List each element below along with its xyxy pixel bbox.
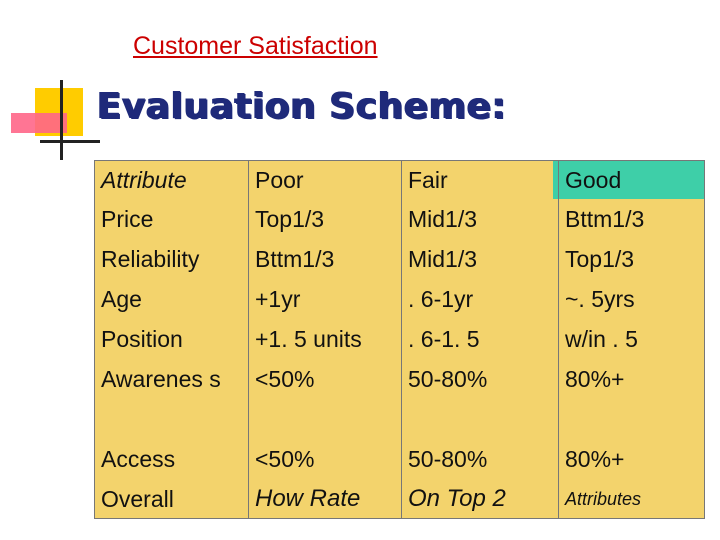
table-row: Age +1yr . 6-1yr ~. 5yrs	[95, 279, 717, 319]
cell-poor: <50%	[248, 359, 402, 439]
row-label: Reliability	[101, 246, 200, 272]
cell-fair: . 6-1yr	[401, 279, 559, 319]
table-row: Price Top1/3 Mid1/3 Bttm1/3	[95, 199, 717, 239]
cell-fair: On Top 2	[401, 479, 559, 519]
row-label: Age	[101, 286, 142, 312]
table-row: Access <50% 50-80% 80%+	[95, 439, 717, 479]
decorative-horizontal-line	[40, 140, 100, 143]
cell-poor: How Rate	[248, 479, 402, 519]
table-row: Awarenes s <50% 50-80% 80%+	[95, 359, 717, 439]
cell-good: 80%+	[558, 359, 717, 439]
cell-good: w/in . 5	[558, 319, 717, 359]
cell-poor: <50%	[248, 439, 402, 479]
table-row: Position +1. 5 units . 6-1. 5 w/in . 5	[95, 319, 717, 359]
row-label: Awarenes s	[101, 366, 221, 392]
evaluation-grid: Attribute Poor Fair Good Price Top1/3 Mi…	[95, 161, 717, 519]
cell-poor: Top1/3	[248, 199, 402, 239]
table-row: Reliability Bttm1/3 Mid1/3 Top1/3	[95, 239, 717, 279]
cell-good: 80%+	[558, 439, 717, 479]
table-row: Overall How Rate On Top 2 Attributes	[95, 479, 717, 519]
decorative-vertical-line	[60, 80, 63, 160]
cell-good: ~. 5yrs	[558, 279, 717, 319]
cell-poor: Bttm1/3	[248, 239, 402, 279]
cell-fair: Mid1/3	[401, 199, 559, 239]
row-label: Price	[101, 206, 154, 232]
page-title: Evaluation Scheme:	[97, 86, 507, 127]
row-label: Overall	[101, 486, 174, 512]
column-header-fair: Fair	[401, 161, 559, 199]
evaluation-table: Attribute Poor Fair Good Price Top1/3 Mi…	[94, 160, 717, 519]
cell-fair: 50-80%	[401, 359, 559, 439]
cell-fair: Mid1/3	[401, 239, 559, 279]
cell-fair: . 6-1. 5	[401, 319, 559, 359]
cell-poor: +1. 5 units	[248, 319, 402, 359]
cell-fair: 50-80%	[401, 439, 559, 479]
cell-good: Top1/3	[558, 239, 717, 279]
decorative-pink-bar	[11, 113, 67, 133]
customer-satisfaction-link[interactable]: Customer Satisfaction	[133, 32, 378, 60]
column-header-attribute: Attribute	[101, 167, 187, 193]
table-header-row: Attribute Poor Fair Good	[95, 161, 717, 199]
column-header-good: Good	[558, 161, 717, 199]
cell-poor: +1yr	[248, 279, 402, 319]
column-header-poor: Poor	[248, 161, 402, 199]
cell-good: Attributes	[558, 479, 717, 519]
cell-good: Bttm1/3	[558, 199, 717, 239]
row-label: Access	[101, 446, 176, 472]
row-label: Position	[101, 326, 183, 352]
